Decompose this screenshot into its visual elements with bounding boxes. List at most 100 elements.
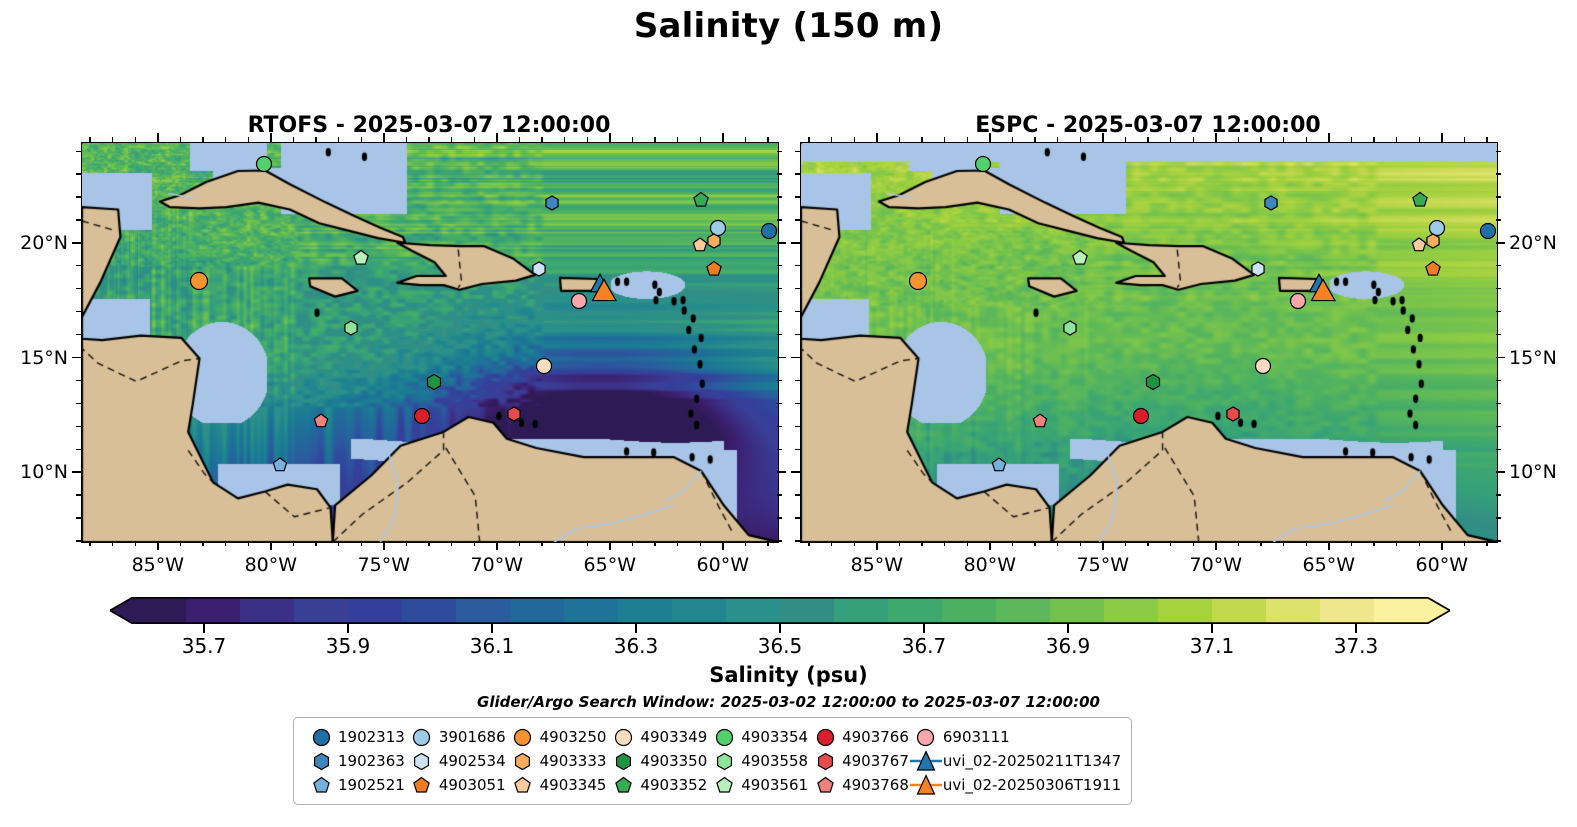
legend-label: 4903558: [741, 752, 809, 770]
x-tick: [1260, 137, 1262, 142]
y-tick-label-left: 20°N: [20, 231, 68, 254]
colorbar-tick: [491, 624, 493, 633]
x-tick: [111, 541, 114, 546]
map-marker-1902363[interactable]: [1263, 194, 1280, 211]
y-tick: [1496, 288, 1501, 290]
map-marker-4903352[interactable]: [1411, 191, 1429, 209]
map-marker-4903250[interactable]: [908, 271, 928, 291]
colorbar-tick-label: 37.3: [1333, 634, 1379, 658]
colorbar: [110, 597, 1450, 624]
map-marker-4903768[interactable]: [1031, 412, 1048, 429]
y-tick: [795, 448, 800, 450]
legend-label: 4903352: [640, 776, 708, 794]
map-marker-4903768[interactable]: [312, 412, 329, 429]
map-marker-1902521[interactable]: [990, 457, 1007, 474]
y-tick: [795, 333, 800, 336]
map-marker-4903767[interactable]: [1224, 405, 1241, 422]
legend-label: 4903768: [842, 776, 909, 794]
y-tick: [777, 494, 782, 496]
map-marker-6903111[interactable]: [1289, 292, 1307, 310]
map-marker-glider-uvi02-0306[interactable]: [591, 278, 618, 302]
map-marker-4903561[interactable]: [352, 249, 370, 267]
y-tick: [791, 471, 800, 474]
map-marker-4903766[interactable]: [413, 407, 431, 425]
legend-marker-4903350[interactable]: [606, 749, 640, 773]
legend[interactable]: 1902313 3901686 4903250 4903349 4903354 49037…: [293, 717, 1133, 805]
y-tick-label-right: 10°N: [1509, 461, 1557, 484]
x-tick: [853, 541, 855, 546]
map-marker-4903345[interactable]: [692, 237, 709, 254]
x-tick: [586, 541, 588, 546]
x-tick: [676, 137, 679, 142]
map-panel-rtofs[interactable]: [81, 142, 779, 543]
legend-label: uvi_02-20250211T1347: [942, 752, 1122, 770]
map-marker-4903767[interactable]: [505, 405, 522, 422]
map-marker-4903349[interactable]: [535, 357, 553, 375]
legend-marker-uvi_02-20250211T1347[interactable]: [909, 749, 943, 773]
map-marker-4903333[interactable]: [705, 232, 722, 249]
colorbar-tick-label: 36.1: [469, 634, 515, 658]
x-tick: [1327, 541, 1330, 550]
legend-marker-4903051[interactable]: [405, 773, 439, 797]
map-panel-espc[interactable]: [800, 142, 1498, 543]
map-marker-4903333[interactable]: [1424, 232, 1441, 249]
legend-marker-4903767[interactable]: [808, 749, 842, 773]
legend-marker-3901686[interactable]: [405, 725, 439, 749]
map-marker-4903352[interactable]: [692, 191, 710, 209]
map-marker-1902521[interactable]: [271, 457, 288, 474]
map-marker-4903250[interactable]: [189, 271, 209, 291]
map-marker-1902363[interactable]: [544, 194, 561, 211]
x-tick: [808, 541, 810, 546]
legend-label: 6903111: [942, 728, 1010, 746]
x-tick-label: 75°W: [1076, 554, 1130, 576]
map-marker-4903354[interactable]: [974, 155, 992, 173]
map-marker-6903111[interactable]: [570, 292, 588, 310]
legend-marker-4903561[interactable]: [707, 773, 741, 797]
map-marker-1902313[interactable]: [1479, 222, 1497, 240]
map-marker-4903051[interactable]: [705, 260, 723, 278]
legend-marker-4903250[interactable]: [506, 725, 540, 749]
map-marker-4903561[interactable]: [1071, 249, 1089, 267]
map-marker-4903354[interactable]: [255, 155, 273, 173]
legend-marker-4902534[interactable]: [405, 749, 439, 773]
map-marker-3901686[interactable]: [1428, 219, 1446, 237]
map-marker-4903766[interactable]: [1132, 407, 1150, 425]
map-marker-3901686[interactable]: [709, 219, 727, 237]
legend-marker-4903558[interactable]: [707, 749, 741, 773]
legend-marker-1902313[interactable]: [304, 725, 338, 749]
map-marker-4902534[interactable]: [1249, 261, 1266, 278]
map-marker-4903558[interactable]: [1062, 319, 1079, 336]
map-marker-4903345[interactable]: [1411, 237, 1428, 254]
legend-marker-4903766[interactable]: [808, 725, 842, 749]
legend-marker-4903333[interactable]: [506, 749, 540, 773]
map-marker-4903558[interactable]: [343, 319, 360, 336]
legend-marker-1902363[interactable]: [304, 749, 338, 773]
legend-marker-4903349[interactable]: [606, 725, 640, 749]
map-marker-4902534[interactable]: [530, 261, 547, 278]
y-tick: [777, 311, 782, 313]
legend-marker-6903111[interactable]: [909, 725, 943, 749]
map-marker-4903349[interactable]: [1254, 357, 1272, 375]
map-marker-4903350[interactable]: [425, 373, 443, 391]
x-tick: [808, 137, 810, 142]
x-tick-label: 70°W: [470, 554, 524, 576]
figure-title: Salinity (150 m): [633, 6, 944, 46]
y-tick: [777, 333, 782, 336]
y-tick: [76, 219, 81, 221]
map-marker-1902313[interactable]: [760, 222, 778, 240]
legend-marker-1902521[interactable]: [304, 773, 338, 797]
x-tick: [202, 137, 204, 142]
x-tick: [1011, 137, 1014, 142]
map-marker-4903350[interactable]: [1144, 373, 1162, 391]
legend-marker-4903354[interactable]: [707, 725, 741, 749]
map-marker-glider-uvi02-0306[interactable]: [1310, 278, 1337, 302]
map-marker-4903051[interactable]: [1424, 260, 1442, 278]
x-tick: [1282, 137, 1285, 142]
x-tick: [1034, 541, 1036, 546]
legend-marker-uvi_02-20250306T1911[interactable]: [909, 773, 943, 797]
x-tick: [1418, 541, 1420, 546]
y-tick: [777, 471, 786, 474]
legend-marker-4903352[interactable]: [606, 773, 640, 797]
legend-marker-4903768[interactable]: [808, 773, 842, 797]
legend-marker-4903345[interactable]: [506, 773, 540, 797]
